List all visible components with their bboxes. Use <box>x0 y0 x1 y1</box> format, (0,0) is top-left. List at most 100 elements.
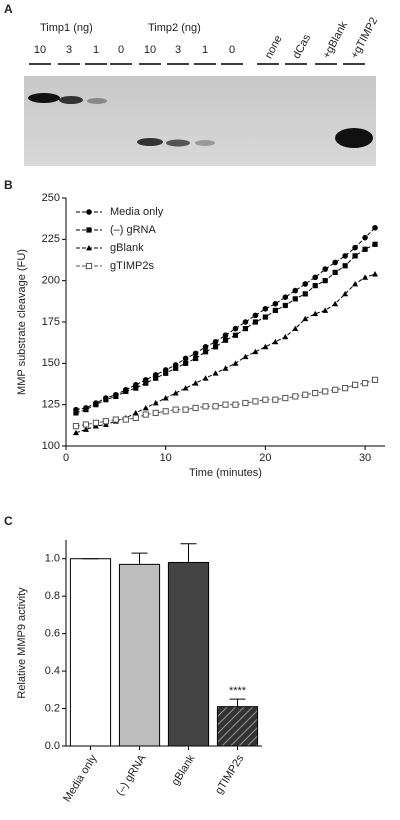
marker <box>93 402 99 408</box>
legend-marker <box>86 227 92 233</box>
y-tick-label: 0.4 <box>45 665 60 677</box>
marker <box>202 375 209 381</box>
marker <box>192 355 199 361</box>
marker <box>322 307 329 313</box>
marker <box>362 234 368 241</box>
marker <box>183 360 189 366</box>
y-axis-label: Relative MMP9 activity <box>16 587 28 699</box>
blot <box>24 76 376 166</box>
marker <box>153 375 159 381</box>
marker <box>342 385 349 392</box>
band <box>87 98 107 104</box>
lane-label: 3 <box>175 44 181 56</box>
marker <box>103 397 109 403</box>
marker <box>252 398 259 405</box>
band <box>335 128 373 148</box>
y-tick-label: 0.0 <box>45 740 60 752</box>
band <box>166 139 190 147</box>
marker <box>252 348 259 355</box>
marker <box>332 269 338 275</box>
legend-label: Media only <box>110 206 164 218</box>
y-tick-label: 1.0 <box>45 553 60 565</box>
marker <box>172 406 179 413</box>
marker <box>73 410 79 416</box>
y-tick-label: 150 <box>42 357 60 369</box>
marker <box>332 259 338 266</box>
marker <box>162 395 169 401</box>
marker <box>152 409 159 417</box>
marker <box>342 253 348 259</box>
panel-label: B <box>4 178 13 192</box>
legend-marker <box>86 245 92 251</box>
marker <box>173 365 179 371</box>
marker <box>202 403 209 410</box>
y-tick-label: 0.8 <box>45 590 60 602</box>
marker <box>292 393 299 400</box>
marker <box>282 333 289 340</box>
marker <box>302 315 309 322</box>
marker <box>302 291 308 297</box>
band <box>137 138 163 146</box>
marker <box>282 394 289 402</box>
marker <box>222 365 229 371</box>
marker <box>212 339 219 345</box>
marker <box>113 393 119 399</box>
marker <box>272 338 279 345</box>
marker <box>123 388 129 395</box>
marker <box>202 344 209 350</box>
x-tick-label: gTIMP2s <box>213 752 247 796</box>
marker <box>82 421 90 428</box>
band <box>195 140 215 146</box>
bar <box>167 561 210 747</box>
x-tick-label: gBlank <box>170 752 198 787</box>
y-tick-label: 175 <box>42 316 60 328</box>
marker <box>222 401 229 408</box>
marker <box>332 300 339 307</box>
marker <box>112 416 119 423</box>
y-tick-label: 125 <box>42 399 60 411</box>
marker <box>352 253 358 259</box>
x-tick-label: (–) gRNA <box>114 752 149 798</box>
marker <box>361 380 369 387</box>
marker <box>212 403 219 410</box>
panel-label: C <box>4 514 13 528</box>
marker <box>182 355 189 362</box>
marker <box>351 381 359 388</box>
marker <box>133 385 139 391</box>
marker <box>292 296 298 302</box>
lane-label: 3 <box>66 44 72 56</box>
marker <box>312 389 319 397</box>
marker <box>362 274 369 280</box>
marker <box>143 380 149 386</box>
marker <box>242 399 249 407</box>
marker <box>242 319 249 325</box>
marker <box>192 404 199 412</box>
legend-label: gTIMP2s <box>110 260 155 272</box>
marker <box>142 404 149 411</box>
x-tick-label: Media only <box>61 752 100 804</box>
marker <box>92 419 100 426</box>
marker <box>163 370 169 376</box>
marker <box>312 274 319 281</box>
bar <box>69 558 112 747</box>
marker <box>162 408 169 415</box>
lane-label: +gBlank <box>321 19 351 60</box>
marker <box>242 353 249 360</box>
legend-marker <box>85 262 93 270</box>
marker <box>322 388 329 395</box>
marker <box>302 391 309 398</box>
marker <box>322 278 328 284</box>
marker <box>332 386 339 393</box>
marker <box>262 343 269 350</box>
marker <box>72 423 80 430</box>
marker <box>232 325 239 332</box>
marker <box>342 263 348 269</box>
y-axis-label: MMP substrate cleavage (FU) <box>16 249 28 395</box>
marker <box>222 332 229 339</box>
marker <box>242 326 249 332</box>
legend-label: (–) gRNA <box>110 224 157 236</box>
marker <box>192 350 199 357</box>
marker <box>252 312 259 319</box>
error-bar <box>131 552 148 565</box>
